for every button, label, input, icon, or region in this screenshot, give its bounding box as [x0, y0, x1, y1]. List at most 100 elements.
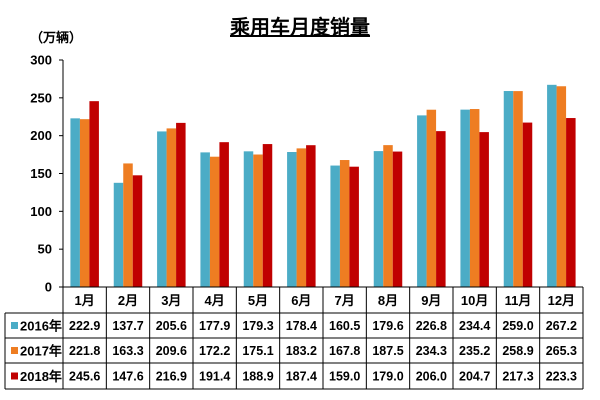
bar-series-2-month-2	[123, 163, 133, 287]
x-tick-label: 3月	[161, 293, 181, 308]
data-table-value-cell: 258.9	[502, 344, 533, 358]
data-table-value-cell: 187.4	[286, 370, 317, 384]
data-table-value-cell: 226.8	[416, 319, 447, 333]
x-tick-label: 7月	[335, 293, 355, 308]
data-table-value-cell: 234.4	[459, 319, 490, 333]
data-table-value-cell: 235.2	[459, 344, 490, 358]
bar-series-1-month-2	[113, 182, 124, 287]
data-table-value-cell: 188.9	[242, 370, 273, 384]
bar-series-2-month-11	[513, 91, 523, 287]
legend-swatch	[11, 347, 18, 354]
data-table-value-cell: 205.6	[156, 319, 187, 333]
bar-series-2-month-3	[166, 128, 177, 287]
data-table-value-cell: 179.0	[372, 370, 403, 384]
data-table-value-cell: 147.6	[112, 370, 143, 384]
y-axis-unit-label: （万辆）	[30, 30, 82, 45]
data-table-value-cell: 177.9	[199, 319, 230, 333]
bar-series-3-month-8	[392, 151, 403, 287]
bar-series-3-month-7	[349, 166, 359, 287]
y-tick-label: 100	[30, 204, 52, 219]
x-tick-label: 5月	[248, 293, 268, 308]
data-table: 1月 2月 3月 4月 5月 6月 7月 8月 9月 10月 11月 12月 2016年 222.9 137…	[4, 286, 584, 390]
data-table-value-cell: 163.3	[112, 344, 143, 358]
x-tick-label: 11月	[505, 293, 532, 308]
legend-swatch	[11, 372, 18, 380]
x-tick-label: 1月	[75, 293, 95, 308]
bar-series-1-month-4	[200, 152, 210, 287]
data-table-value-cell: 206.0	[416, 370, 447, 384]
chart-title: 乘用车月度销量	[229, 15, 370, 39]
legend-series-label: 2018年	[20, 369, 62, 384]
bar-series-3-month-2	[132, 175, 143, 287]
y-tick-label: 0	[45, 280, 52, 295]
bar-series-2-month-7	[339, 160, 350, 287]
data-table-value-cell: 245.6	[69, 370, 100, 384]
bar-series-2-month-6	[296, 148, 307, 287]
legend-swatch	[11, 322, 18, 329]
legend-series-label: 2017年	[20, 344, 62, 359]
bar-series-3-month-6	[306, 145, 316, 287]
data-table-value-cell: 191.4	[199, 370, 230, 384]
bar-series-2-month-5	[253, 154, 263, 287]
data-table-value-cell: 222.9	[69, 319, 100, 333]
bar-series-1-month-11	[503, 91, 514, 287]
x-tick-label: 2月	[118, 293, 138, 308]
data-table-value-cell: 137.7	[112, 319, 143, 333]
x-tick-label: 4月	[205, 293, 225, 308]
bar-series-3-month-3	[176, 122, 186, 287]
data-table-value-cell: 179.3	[242, 319, 273, 333]
data-table-value-cell: 175.1	[242, 344, 273, 358]
x-tick-label: 6月	[291, 293, 311, 308]
data-table-value-cell: 216.9	[156, 370, 187, 384]
bar-series-1-month-8	[373, 151, 384, 287]
bar-series-1-month-9	[417, 115, 427, 287]
data-table-value-cell: 223.3	[546, 370, 577, 384]
bar-series-3-month-4	[219, 142, 229, 287]
data-table-value-cell: 267.2	[546, 319, 577, 333]
bar-series-1-month-6	[287, 152, 297, 287]
bar-series-2-month-1	[79, 119, 90, 288]
data-table-value-cell: 179.6	[372, 319, 403, 333]
bar-series-3-month-11	[522, 122, 533, 288]
bar-series-3-month-1	[89, 101, 99, 288]
data-table-value-cell: 178.4	[286, 319, 317, 333]
bar-series-1-month-10	[460, 109, 470, 288]
bar-series-2-month-10	[469, 109, 480, 287]
data-table-value-cell: 259.0	[502, 319, 533, 333]
bar-series-3-month-10	[479, 132, 489, 287]
bar-series-2-month-9	[426, 109, 437, 287]
data-table-value-cell: 204.7	[459, 370, 490, 384]
data-table-value-cell: 234.3	[416, 344, 447, 358]
data-table-value-cell: 221.8	[69, 344, 100, 358]
y-tick-label: 50	[38, 242, 52, 257]
y-tick-label: 150	[30, 166, 52, 181]
bar-series-1-month-12	[547, 84, 557, 287]
data-table-value-cell: 159.0	[329, 370, 360, 384]
y-tick-label: 300	[30, 53, 52, 68]
data-table-value-cell: 217.3	[502, 370, 533, 384]
legend-series-label: 2016年	[20, 319, 62, 334]
data-table-value-cell: 172.2	[199, 344, 230, 358]
data-table-value-cell: 160.5	[329, 319, 360, 333]
bar-series-3-month-9	[436, 131, 446, 287]
data-table-value-cell: 209.6	[156, 344, 187, 358]
bar-series-2-month-4	[209, 156, 220, 287]
bar-series-1-month-1	[70, 118, 80, 288]
plot-area: 0 50 100 150 200 250 300	[30, 53, 576, 295]
y-tick-label: 200	[30, 128, 52, 143]
bar-series-2-month-8	[383, 145, 393, 287]
bar-series-1-month-3	[157, 131, 167, 287]
x-tick-label: 9月	[421, 293, 441, 308]
bar-series-2-month-12	[556, 86, 567, 287]
data-table-value-cell: 265.3	[546, 344, 577, 358]
bar-series-1-month-5	[243, 151, 254, 287]
bar-series-3-month-12	[566, 118, 576, 287]
x-tick-label: 12月	[548, 293, 575, 308]
x-tick-label: 8月	[378, 293, 398, 308]
y-tick-label: 250	[30, 90, 52, 105]
data-table-value-cell: 183.2	[286, 344, 317, 358]
x-tick-label: 10月	[461, 293, 488, 308]
data-table-value-cell: 187.5	[372, 344, 403, 358]
bar-series-3-month-5	[262, 144, 273, 287]
